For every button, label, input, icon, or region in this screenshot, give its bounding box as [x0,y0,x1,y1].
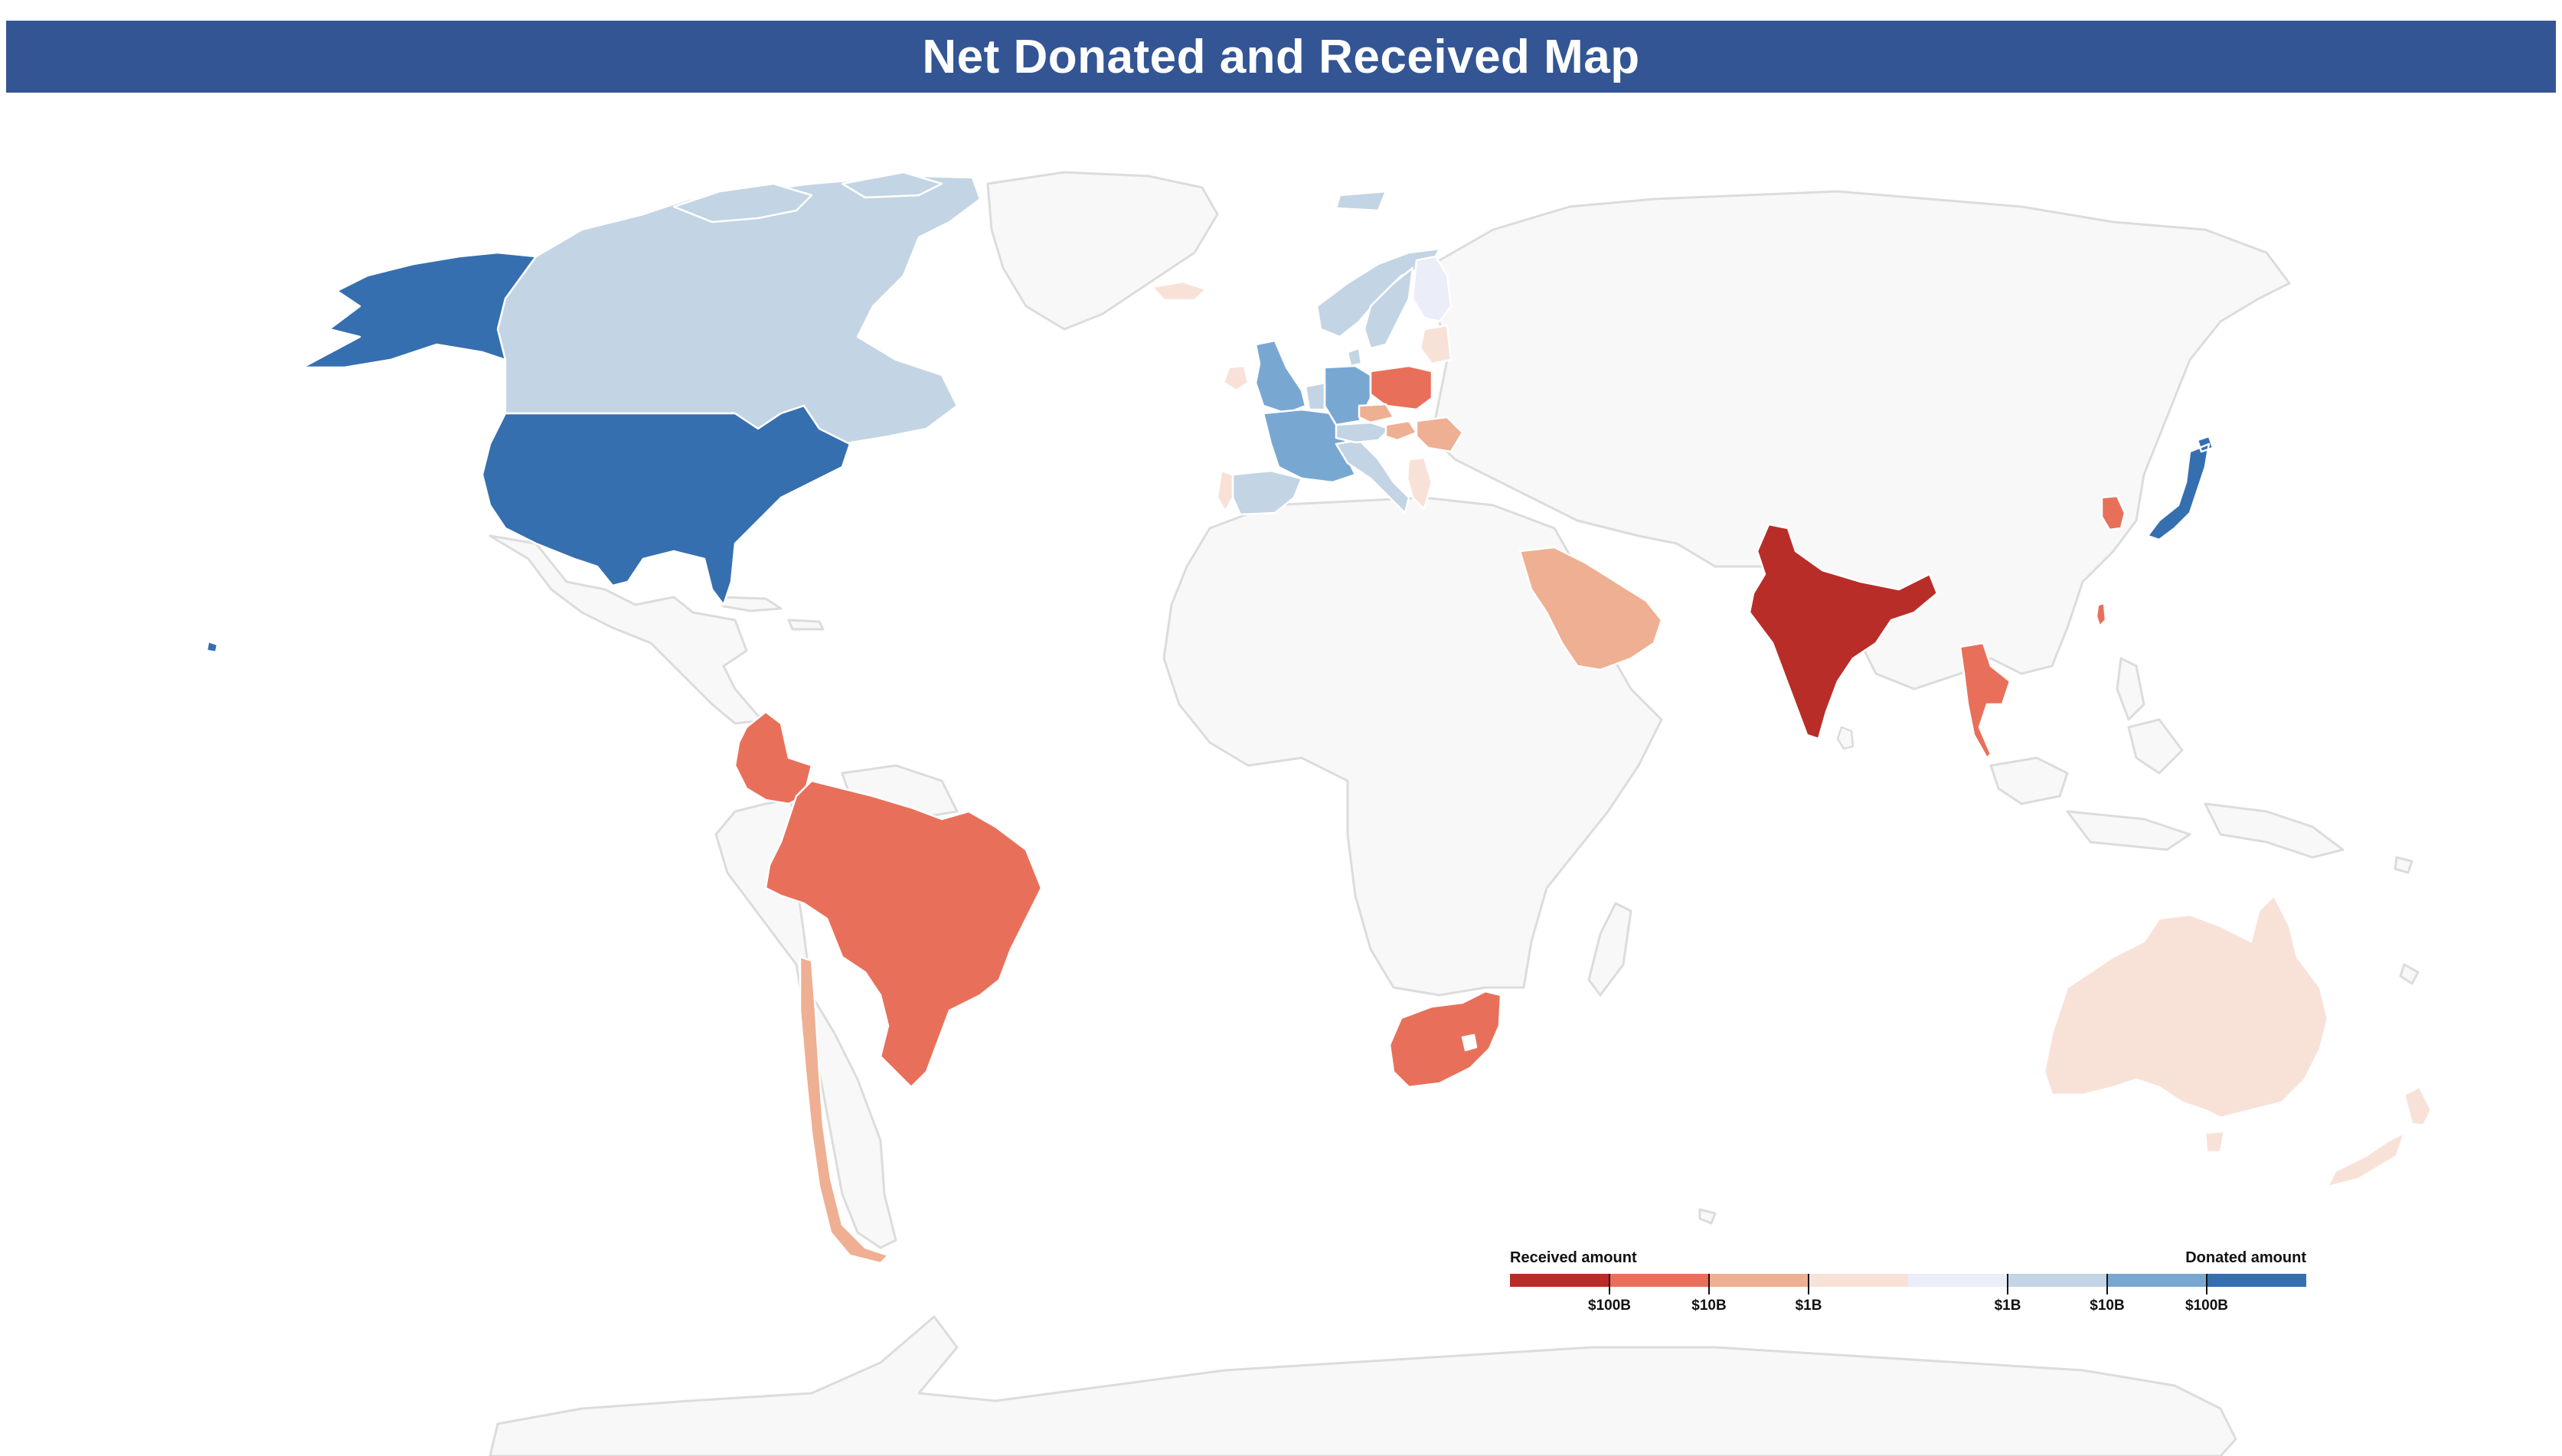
title-bar: Net Donated and Received Map [6,21,2556,93]
czechia[interactable] [1358,403,1395,424]
legend-swatch-donated-10b [2107,1274,2207,1287]
legend-swatch-donated-small [1908,1274,2008,1287]
poland[interactable] [1369,364,1433,411]
legend-swatch-received-small [1809,1274,1908,1287]
benelux[interactable] [1304,381,1326,411]
mexico-central-america[interactable] [489,534,775,725]
legend-swatch-received-100b-plus [1510,1274,1609,1287]
legend-swatch-donated-100b-plus [2207,1274,2306,1287]
italy[interactable] [1335,439,1410,514]
australia[interactable] [2043,894,2329,1119]
thailand[interactable] [1959,641,2011,759]
legend-tick-label: $1B [1796,1298,1822,1314]
indonesia[interactable] [1989,718,2345,859]
france[interactable] [1262,408,1357,484]
philippines[interactable] [2116,657,2145,721]
chile[interactable] [799,955,890,1265]
recipient-countries [734,280,2433,1265]
saudi-arabia[interactable] [1518,546,1663,671]
legend-swatch-received-1b [1709,1274,1809,1287]
iceland[interactable] [1151,280,1207,302]
portugal[interactable] [1216,469,1234,513]
no-data-land [489,171,2420,1456]
antarctica[interactable] [489,1315,2237,1456]
usa-mainland[interactable] [481,404,851,606]
japan[interactable] [2146,435,2214,541]
brazil[interactable] [764,779,1043,1089]
legend-tick-label: $10B [2090,1298,2124,1314]
africa[interactable] [1162,496,1663,997]
madagascar[interactable] [1587,902,1632,997]
usa-hawaii[interactable] [205,640,219,654]
canada-arctic-islands[interactable] [672,171,1387,224]
legend-swatch-donated-1b [2008,1274,2107,1287]
south-africa[interactable] [1388,990,1502,1089]
legend-right-label: Donated amount [2185,1249,2306,1266]
legend-tick-label: $100B [1588,1298,1631,1314]
sri-lanka[interactable] [1836,726,1855,750]
united-kingdom[interactable] [1254,339,1307,415]
denmark[interactable] [1346,347,1363,367]
eurasia[interactable] [1430,190,2291,690]
india[interactable] [1748,523,1939,740]
new-zealand[interactable] [2326,1085,2433,1188]
ireland[interactable] [1222,364,1250,392]
usa-alaska[interactable] [301,251,538,369]
romania[interactable] [1415,416,1464,453]
legend: Received amount Donated amount $100B $10… [1510,1249,2306,1314]
legend-left-label: Received amount [1510,1249,1637,1266]
lesotho[interactable] [1461,1033,1478,1052]
legend-tick-label: $10B [1691,1298,1726,1314]
spain[interactable] [1231,469,1303,516]
colombia[interactable] [734,710,813,805]
tasmania[interactable] [2204,1130,2226,1154]
greenland[interactable] [986,171,1219,331]
page-title: Net Donated and Received Map [922,30,1640,83]
legend-tick-label: $1B [1995,1298,2021,1314]
taiwan[interactable] [2095,602,2107,628]
finland[interactable] [1411,255,1453,323]
baltic-states[interactable] [1419,324,1453,365]
greece[interactable] [1406,456,1433,511]
austria-switzerland[interactable] [1335,421,1391,444]
hungary[interactable] [1384,419,1418,442]
legend-tick-label: $100B [2185,1298,2228,1314]
legend-swatch-received-10b [1609,1274,1709,1287]
sweden[interactable] [1363,266,1414,350]
donor-countries [205,171,2214,654]
pacific-islands[interactable] [1698,856,2420,1225]
south-korea[interactable] [2100,495,2126,531]
